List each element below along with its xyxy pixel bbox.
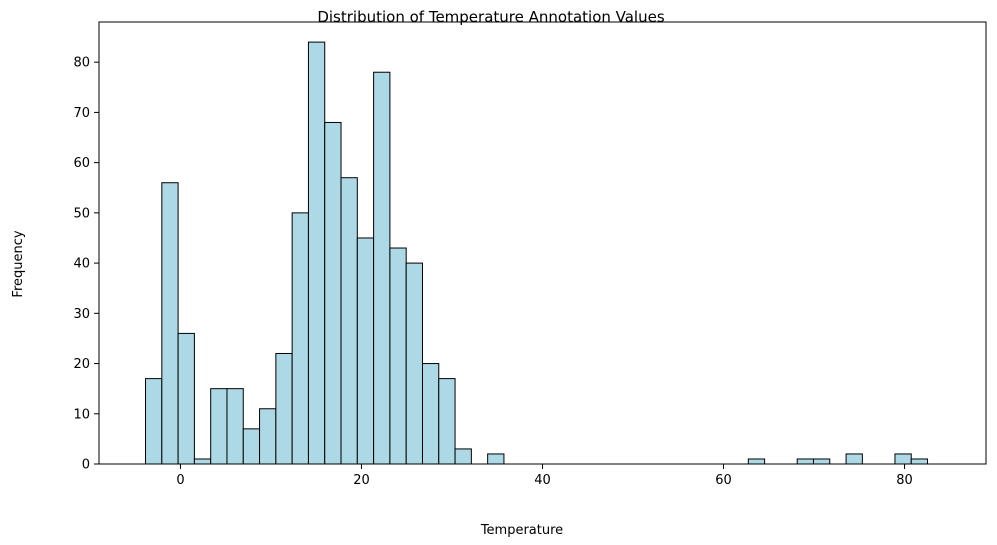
- y-axis-ticks: 0 10 20 30 40 50 60 70 80: [73, 56, 99, 473]
- x-tick-label: 40: [534, 473, 551, 488]
- y-axis-label: Frequency: [11, 230, 26, 297]
- y-tick-label: 40: [73, 257, 90, 272]
- histogram-bar: [177, 332, 195, 465]
- chart-title: Distribution of Temperature Annotation V…: [317, 8, 665, 26]
- x-tick-label: 80: [896, 473, 913, 488]
- y-tick-label: 70: [73, 106, 90, 121]
- x-tick-label: 0: [176, 473, 184, 488]
- histogram-bar: [438, 378, 456, 465]
- histogram-bar: [405, 262, 423, 465]
- x-axis-label: Temperature: [480, 523, 563, 538]
- histogram-bar: [145, 378, 163, 465]
- y-tick-label: 30: [73, 307, 90, 322]
- histogram-bar: [340, 177, 358, 465]
- histogram-bar: [324, 121, 342, 465]
- histogram-bar: [373, 71, 391, 465]
- histogram-bar: [356, 237, 375, 465]
- y-tick-label: 20: [73, 357, 90, 372]
- histogram-bar: [894, 453, 912, 465]
- histogram-bar: [161, 182, 179, 465]
- histogram-bar: [226, 388, 244, 465]
- histogram-bar: [421, 363, 440, 465]
- histogram-bar: [812, 458, 831, 465]
- bars-group: [145, 41, 929, 465]
- x-axis-ticks: 0 20 40 60 80: [176, 464, 913, 488]
- histogram-bar: [307, 41, 326, 465]
- histogram-bar: [210, 388, 228, 465]
- plot-frame: [98, 21, 987, 465]
- histogram-bar: [845, 453, 863, 465]
- histogram-bar: [747, 458, 766, 465]
- x-tick-label: 20: [353, 473, 370, 488]
- histogram-bar: [389, 247, 407, 465]
- y-tick-label: 60: [73, 156, 90, 171]
- histogram-bar: [193, 458, 212, 465]
- histogram-bar: [275, 353, 293, 465]
- histogram-bar: [259, 408, 277, 465]
- y-tick-label: 0: [82, 458, 90, 473]
- histogram-bar: [242, 428, 261, 465]
- histogram-bar: [291, 212, 309, 465]
- y-tick-label: 10: [73, 407, 90, 422]
- histogram-bar: [454, 448, 472, 465]
- histogram-bar: [487, 453, 505, 465]
- y-tick-label: 50: [73, 206, 90, 221]
- histogram-bar: [796, 458, 814, 465]
- histogram-bar: [910, 458, 929, 465]
- y-tick-label: 80: [73, 56, 90, 71]
- x-tick-label: 60: [715, 473, 732, 488]
